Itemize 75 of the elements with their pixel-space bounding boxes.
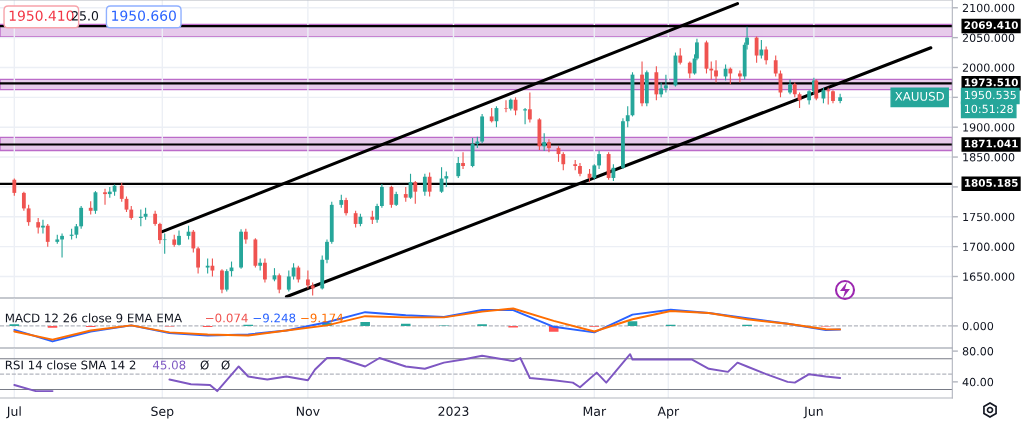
y-tick-label: 1850.000 bbox=[963, 153, 1015, 162]
candlestick bbox=[26, 204, 31, 227]
annotation: Ø bbox=[221, 360, 230, 370]
annotation: XAUUSD bbox=[895, 91, 945, 101]
annotation: Ø bbox=[200, 360, 209, 370]
ref-line-label: 2069.410 bbox=[964, 21, 1018, 30]
candlestick bbox=[305, 269, 310, 289]
y-tick-label: 2100.000 bbox=[962, 3, 1015, 13]
ref-line-label: 1871.041 bbox=[964, 139, 1018, 148]
candlestick bbox=[427, 172, 432, 198]
candlestick bbox=[220, 268, 224, 294]
x-tick-label: Mar bbox=[583, 406, 607, 417]
candlestick bbox=[379, 183, 384, 209]
candlestick bbox=[654, 65, 659, 101]
candlestick bbox=[625, 105, 630, 128]
y-tick-label: 1900.000 bbox=[963, 123, 1015, 132]
y-tick-label: 2000.000 bbox=[962, 63, 1015, 72]
annotation: 1950.410 bbox=[9, 10, 74, 21]
candlestick bbox=[664, 74, 668, 94]
y-tick-label: 1700.000 bbox=[963, 242, 1015, 252]
candlestick bbox=[754, 35, 759, 64]
text: 10:51:28 bbox=[964, 104, 1013, 114]
candlestick bbox=[325, 238, 329, 264]
candlestick bbox=[158, 222, 162, 245]
y-tick-label: 1750.000 bbox=[963, 212, 1015, 222]
y-tick-label: 80.00 bbox=[962, 347, 994, 356]
candlestick bbox=[456, 156, 461, 179]
y-tick-label: 1650.000 bbox=[963, 272, 1015, 281]
candlestick bbox=[375, 203, 380, 224]
candlestick bbox=[79, 205, 84, 230]
annotation: MACD 12 26 close 9 EMA EMA bbox=[5, 313, 182, 323]
text: 1950.535 bbox=[964, 90, 1016, 100]
candlestick bbox=[547, 138, 551, 153]
candlestick bbox=[659, 81, 664, 98]
candlestick bbox=[196, 246, 201, 275]
annotation: 1950.660 bbox=[112, 10, 176, 21]
y-tick-label: 2050.000 bbox=[962, 33, 1015, 42]
annotation: 45.08 bbox=[152, 360, 186, 370]
candlestick bbox=[773, 54, 778, 77]
candlestick bbox=[224, 268, 229, 292]
annotation: 25.0 bbox=[71, 11, 99, 21]
candlestick bbox=[191, 229, 196, 254]
candlestick bbox=[413, 180, 418, 205]
annotation: RSI 14 close SMA 14 2 bbox=[5, 360, 136, 370]
candlestick bbox=[606, 151, 611, 181]
candlestick bbox=[527, 92, 532, 123]
candlestick bbox=[162, 232, 167, 255]
candlestick bbox=[504, 99, 508, 113]
candlestick bbox=[21, 191, 26, 212]
ref-line-label: 1973.510 bbox=[964, 78, 1018, 87]
x-tick-label: Sep bbox=[151, 406, 174, 419]
candlestick bbox=[838, 93, 843, 104]
ref-line-label: 0.000 bbox=[962, 321, 994, 331]
y-tick-label: 40.00 bbox=[962, 377, 994, 387]
candlestick bbox=[277, 272, 282, 294]
annotation: −9.248 bbox=[253, 313, 296, 323]
candlestick bbox=[286, 269, 291, 292]
x-tick-label: Jul bbox=[6, 406, 21, 419]
x-tick-label: Jun bbox=[803, 406, 823, 419]
candlestick bbox=[737, 69, 742, 83]
annotation: −0.074 bbox=[206, 313, 248, 323]
annotation: −9.174 bbox=[301, 313, 344, 323]
candlestick bbox=[461, 151, 465, 170]
candlestick bbox=[759, 39, 764, 60]
candlestick bbox=[45, 223, 50, 248]
candlestick bbox=[41, 219, 45, 235]
ref-line-label: 1805.185 bbox=[964, 178, 1018, 187]
candlestick bbox=[119, 182, 124, 203]
candlestick bbox=[714, 59, 718, 83]
x-tick-label: 2023 bbox=[438, 406, 469, 417]
candlestick bbox=[422, 173, 427, 197]
candlestick bbox=[103, 188, 107, 206]
candlestick bbox=[263, 258, 267, 284]
x-tick-label: Apr bbox=[657, 406, 680, 419]
x-tick-label: Nov bbox=[296, 406, 320, 417]
